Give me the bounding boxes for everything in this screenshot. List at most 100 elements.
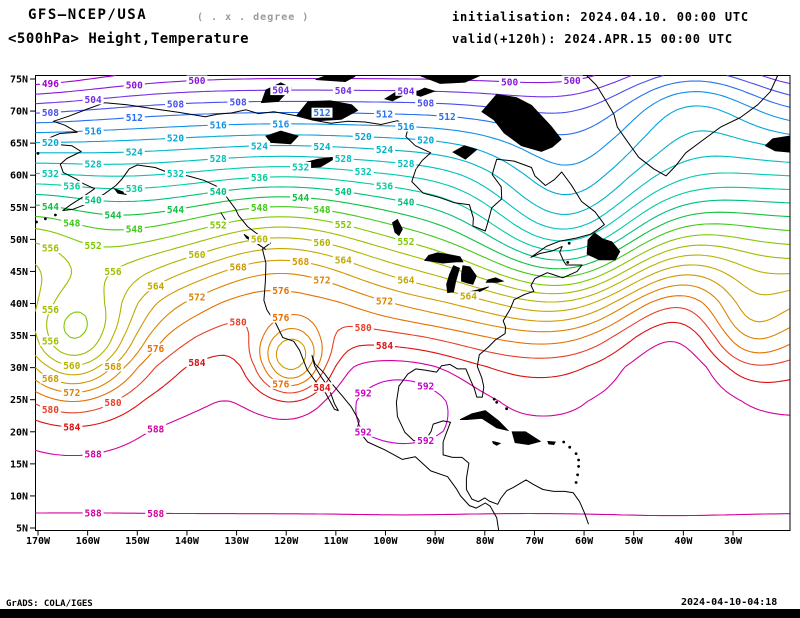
small-island-dot (562, 440, 566, 444)
contour-label: 572 (313, 276, 330, 287)
contour-label: 532 (42, 169, 59, 180)
contour-label: 500 (501, 77, 518, 88)
contour-label: 528 (335, 154, 352, 165)
contour-label-mask (102, 266, 124, 277)
lon-tick-label: 120W (274, 536, 299, 547)
contour-label: 544 (167, 205, 184, 216)
contour-label-mask (415, 135, 437, 146)
lat-tick-label: 15N (10, 459, 28, 470)
contour-label-mask (374, 144, 395, 155)
contour-label-mask (415, 380, 437, 391)
island-or-lake-fill (265, 130, 299, 145)
contour-label-mask (270, 378, 292, 389)
contour-label: 584 (313, 383, 330, 394)
contour-label-mask (561, 75, 583, 86)
contour-label-mask (123, 146, 145, 157)
contour-label-mask (395, 158, 417, 169)
contour-label-mask (39, 304, 61, 315)
contour-label: 552 (397, 237, 414, 248)
island-or-lake-fill (492, 440, 502, 446)
contour-label-mask (61, 387, 83, 398)
contour-label-mask (311, 382, 333, 393)
contour-label-mask (352, 322, 374, 333)
small-island-dot (568, 445, 572, 449)
contour-label: 560 (251, 235, 268, 246)
contour-label-mask (165, 168, 186, 179)
contour-label-mask (186, 291, 208, 302)
contour-label-mask (311, 141, 333, 152)
island-or-lake-fill (459, 410, 510, 432)
contour-label: 564 (335, 256, 352, 267)
contour-label-mask (227, 96, 249, 107)
footer-credit: GrADS: COLA/IGES (6, 599, 93, 609)
contour-label-mask (311, 237, 333, 248)
contour-label: 500 (126, 80, 143, 91)
small-island-dot (492, 397, 496, 401)
lon-tick-label: 80W (476, 536, 495, 547)
contour-label: 524 (126, 147, 143, 158)
lat-tick-label: 30N (10, 363, 28, 374)
contour-label: 524 (376, 145, 393, 156)
island-or-lake-fill (481, 93, 562, 152)
contour-label-mask (123, 79, 145, 90)
contour-label-mask (39, 168, 61, 179)
lat-tick-label: 55N (10, 203, 28, 214)
contour-label-mask (290, 192, 312, 203)
contour-label: 516 (210, 121, 227, 132)
contour-line-524 (35, 130, 790, 215)
small-island-dot (574, 452, 578, 455)
lon-tick-label: 70W (525, 536, 544, 547)
contour-line-576 (35, 289, 790, 403)
contour-label-mask (145, 343, 167, 354)
lon-tick-label: 90W (426, 536, 445, 547)
contour-label: 504 (272, 86, 289, 97)
contour-label: 556 (42, 305, 59, 316)
contour-label: 588 (147, 509, 164, 520)
valid-time: valid(+120h): 2024.APR.15 00:00 UTC (452, 32, 733, 46)
contour-label-mask (207, 186, 229, 197)
contour-label-mask (165, 133, 186, 144)
contour-label: 580 (355, 323, 372, 334)
contour-label-mask (102, 397, 124, 408)
contour-label-mask (123, 223, 145, 234)
contour-label: 548 (126, 224, 143, 235)
lat-tick-label: 70N (10, 107, 28, 118)
contour-label-mask (395, 85, 417, 96)
contour-label-mask (39, 335, 61, 346)
init-time: initialisation: 2024.04.10. 00:00 UTC (452, 10, 749, 24)
contour-label: 540 (85, 196, 102, 207)
contour-label-mask (82, 94, 104, 105)
contour-label-mask (165, 99, 186, 109)
island-or-lake-fill (423, 252, 464, 264)
contour-label: 572 (63, 388, 80, 399)
contour-label: 560 (188, 250, 205, 261)
lat-tick-label: 50N (10, 235, 28, 246)
plot-border (35, 75, 791, 531)
coastline-north-america (46, 102, 605, 531)
contour-label-mask (436, 111, 458, 122)
contour-label-mask (145, 423, 167, 434)
contour-label-mask (207, 153, 229, 164)
contour-label-mask (102, 361, 124, 372)
contour-label: 568 (104, 362, 121, 373)
lon-tick-label: 50W (625, 536, 644, 547)
contour-label-mask (352, 426, 374, 437)
contour-label: 524 (313, 142, 330, 153)
contour-label: 528 (85, 160, 102, 171)
small-island-dot (566, 261, 570, 264)
contour-label-mask (227, 261, 249, 272)
contour-label: 580 (42, 405, 59, 416)
small-island-dot (54, 213, 57, 217)
contour-label: 588 (85, 508, 102, 519)
lon-tick-label: 130W (225, 536, 250, 547)
contour-label-mask (395, 236, 417, 247)
contour-label: 552 (210, 220, 227, 231)
lon-tick-label: 30W (724, 536, 743, 547)
contour-label: 552 (85, 241, 102, 252)
lon-tick-label: 170W (26, 536, 51, 547)
contour-label-mask (82, 240, 104, 251)
contour-label-mask (270, 118, 292, 129)
contour-label-mask (290, 162, 312, 172)
contour-label-mask (248, 202, 270, 213)
